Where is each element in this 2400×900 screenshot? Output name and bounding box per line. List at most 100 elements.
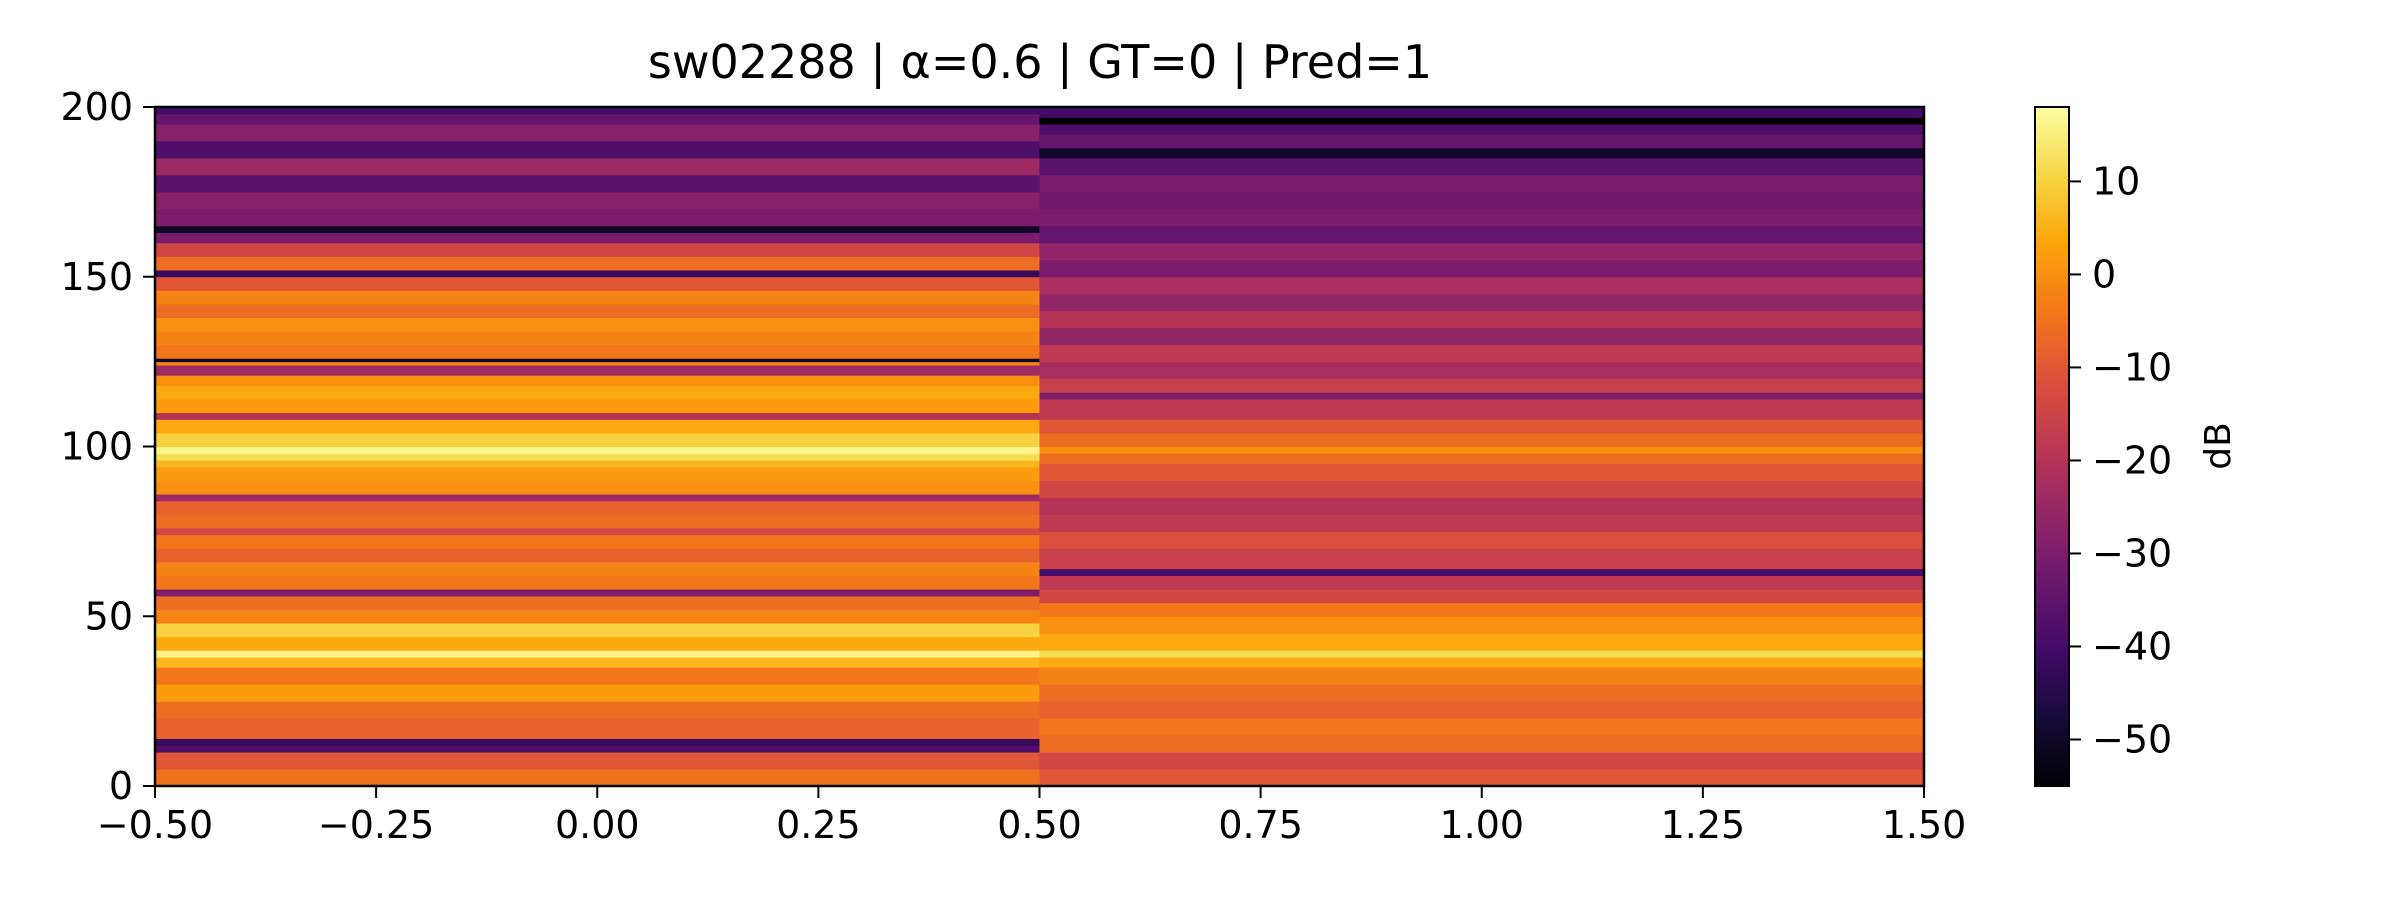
heatmap-cell — [155, 494, 1040, 502]
heatmap-cell — [1039, 735, 1924, 753]
colorbar-tick-label: 10 — [2092, 159, 2140, 203]
chart-title: sw02288 | α=0.6 | GT=0 | Pred=1 — [648, 35, 1432, 90]
heatmap-cell — [155, 113, 1040, 125]
heatmap-cell — [1039, 398, 1924, 420]
colorbar-tick-label: −10 — [2092, 345, 2172, 389]
heatmap-cell — [1039, 419, 1924, 434]
heatmap-cell — [155, 752, 1040, 770]
heatmap-cell — [1039, 463, 1924, 481]
x-tick-label: 0.25 — [776, 803, 861, 847]
heatmap-cell — [155, 667, 1040, 685]
y-tick-label: 150 — [60, 255, 133, 299]
heatmap-cell — [1039, 531, 1924, 549]
heatmap-cell — [155, 303, 1040, 318]
heatmap-cell — [155, 208, 1040, 227]
heatmap-cell — [1039, 432, 1924, 447]
heatmap-cell — [155, 650, 1040, 658]
heatmap-cell — [1039, 453, 1924, 464]
heatmap-cell — [155, 365, 1040, 376]
x-tick-label: −0.25 — [318, 803, 434, 847]
heatmap-cell — [1039, 718, 1924, 736]
heatmap-cell — [155, 623, 1040, 638]
heatmap-cell — [155, 466, 1040, 481]
x-tick-label: 1.50 — [1882, 803, 1967, 847]
heatmap-cell — [1039, 225, 1924, 244]
heatmap-cell — [155, 548, 1040, 563]
x-tick-label: 1.25 — [1661, 803, 1746, 847]
heatmap-cell — [155, 398, 1040, 414]
colorbar-tick-label: −50 — [2092, 717, 2172, 761]
colorbar-tick-label: −40 — [2092, 624, 2172, 668]
x-tick-label: 1.00 — [1439, 803, 1524, 847]
heatmap-cell — [1039, 174, 1924, 193]
heatmap-cell — [1039, 568, 1924, 577]
heatmap-cell — [155, 527, 1040, 536]
heatmap-cell — [155, 684, 1040, 702]
heatmap-cell — [1039, 514, 1924, 532]
heatmap-cell — [155, 514, 1040, 529]
heatmap-cell — [1039, 378, 1924, 393]
heatmap-cell — [155, 636, 1040, 651]
y-axis: 0 50 100 150 200 — [60, 85, 155, 808]
heatmap-cell — [1039, 107, 1924, 118]
heatmap-cell — [1039, 361, 1924, 380]
heatmap-cell — [1039, 616, 1924, 634]
heatmap-cell — [155, 412, 1040, 420]
heatmap-cell — [155, 107, 1040, 115]
colorbar-tick-label: −20 — [2092, 438, 2172, 482]
heatmap-cell — [155, 432, 1040, 447]
heatmap-cell — [155, 480, 1040, 495]
heatmap-cell — [1039, 769, 1924, 787]
heatmap-cell — [155, 331, 1040, 346]
heatmap-cell — [155, 738, 1040, 746]
heatmap-cell — [1039, 276, 1924, 295]
heatmap-cell — [1039, 157, 1924, 176]
heatmap-cell — [155, 157, 1040, 176]
heatmap-cell — [1039, 392, 1924, 400]
heatmap-cell — [1039, 650, 1924, 658]
heatmap-cell — [155, 500, 1040, 515]
heatmap-cell — [155, 358, 1040, 363]
heatmap-cell — [155, 269, 1040, 278]
heatmap-cell — [1039, 327, 1924, 346]
heatmap-cell — [1039, 656, 1924, 668]
heatmap-cell — [1039, 191, 1924, 210]
heatmap-cell — [155, 344, 1040, 359]
heatmap-cell — [155, 385, 1040, 400]
x-axis: −0.50 −0.25 0.00 0.25 0.50 0.75 1.00 1.25 1.50 — [97, 786, 1967, 847]
y-tick-label: 100 — [60, 425, 133, 469]
heatmap-cell — [1039, 293, 1924, 312]
heatmap-cell — [1039, 589, 1924, 604]
heatmap-cell — [155, 225, 1040, 234]
heatmap-cell — [1039, 123, 1924, 135]
x-tick-label: −0.50 — [97, 803, 213, 847]
x-tick-label: 0.75 — [1218, 803, 1303, 847]
heatmap-cell — [155, 561, 1040, 577]
y-tick-label: 50 — [85, 594, 133, 638]
heatmap-cell — [1039, 667, 1924, 685]
heatmap-cell — [155, 242, 1040, 257]
colorbar-label: dB — [2198, 422, 2239, 470]
heatmap-cell — [155, 290, 1040, 305]
heatmap-cell — [1039, 752, 1924, 770]
heatmap-cell — [155, 419, 1040, 434]
heatmap-cell — [155, 769, 1040, 787]
heatmap-cell — [1039, 242, 1924, 261]
heatmap-cell — [1039, 480, 1924, 498]
heatmap-cell — [155, 191, 1040, 210]
heatmap-cell — [1039, 602, 1924, 617]
heatmap-cell — [1039, 259, 1924, 278]
colorbar-tick-label: −30 — [2092, 531, 2172, 575]
heatmap-cell — [1039, 548, 1924, 570]
heatmap-cell — [155, 595, 1040, 610]
heatmap-cell — [1039, 575, 1924, 590]
heatmap-cell — [155, 361, 1040, 366]
heatmap-cell — [155, 140, 1040, 159]
heatmap-cell — [155, 375, 1040, 386]
heatmap-cell — [155, 174, 1040, 193]
heatmap-cell — [1039, 497, 1924, 515]
heatmap-cell — [155, 453, 1040, 461]
heatmap-cell — [1039, 684, 1924, 702]
heatmap-cell — [155, 575, 1040, 590]
